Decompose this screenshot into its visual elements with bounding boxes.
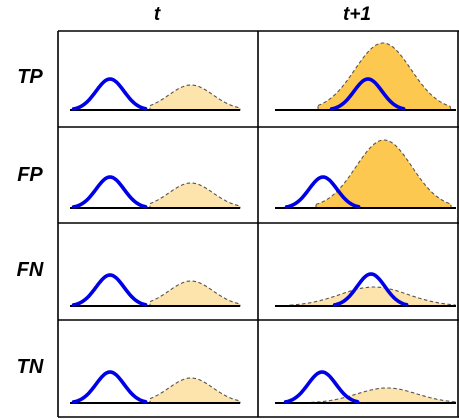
blue-distribution-t-plus-1: [332, 272, 409, 307]
cell-row-3-col-t: [70, 273, 241, 307]
cell-row-1-col-t-plus-1: [275, 42, 456, 111]
orange-distribution-t: [149, 377, 241, 404]
orange-distribution-t-plus-1: [289, 286, 456, 307]
blue-distribution-t-plus-1: [329, 77, 406, 111]
orange-distribution-t: [149, 280, 241, 307]
blue-distribution-t-plus-1: [283, 370, 360, 404]
orange-distribution-t: [149, 84, 241, 111]
row-title-tn: TN: [17, 356, 44, 378]
cell-row-4-col-t: [70, 370, 241, 404]
cell-row-2-col-t-plus-1: [275, 139, 456, 209]
blue-distribution-t: [71, 273, 148, 307]
cells-layer: [70, 42, 456, 404]
row-title-tp: TP: [17, 66, 43, 88]
blue-distribution-t-plus-1: [284, 175, 361, 209]
orange-distribution-t-plus-1: [315, 139, 452, 209]
cell-row-3-col-t-plus-1: [275, 272, 456, 307]
cell-row-1-col-t: [70, 77, 241, 111]
blue-distribution-t: [71, 175, 148, 209]
orange-distribution-t-plus-1: [304, 387, 456, 404]
row-title-fn: FN: [17, 259, 44, 281]
row-title-fp: FP: [17, 164, 43, 186]
orange-distribution-t-plus-1: [317, 42, 452, 111]
column-title-t-plus-1: t+1: [343, 4, 371, 25]
cell-row-4-col-t-plus-1: [275, 370, 456, 404]
column-title-t: t: [154, 4, 161, 25]
blue-distribution-t: [71, 77, 148, 111]
grid-lines: [57, 30, 459, 418]
orange-distribution-t: [149, 182, 241, 209]
cell-row-2-col-t: [70, 175, 241, 209]
blue-distribution-t: [71, 370, 148, 404]
